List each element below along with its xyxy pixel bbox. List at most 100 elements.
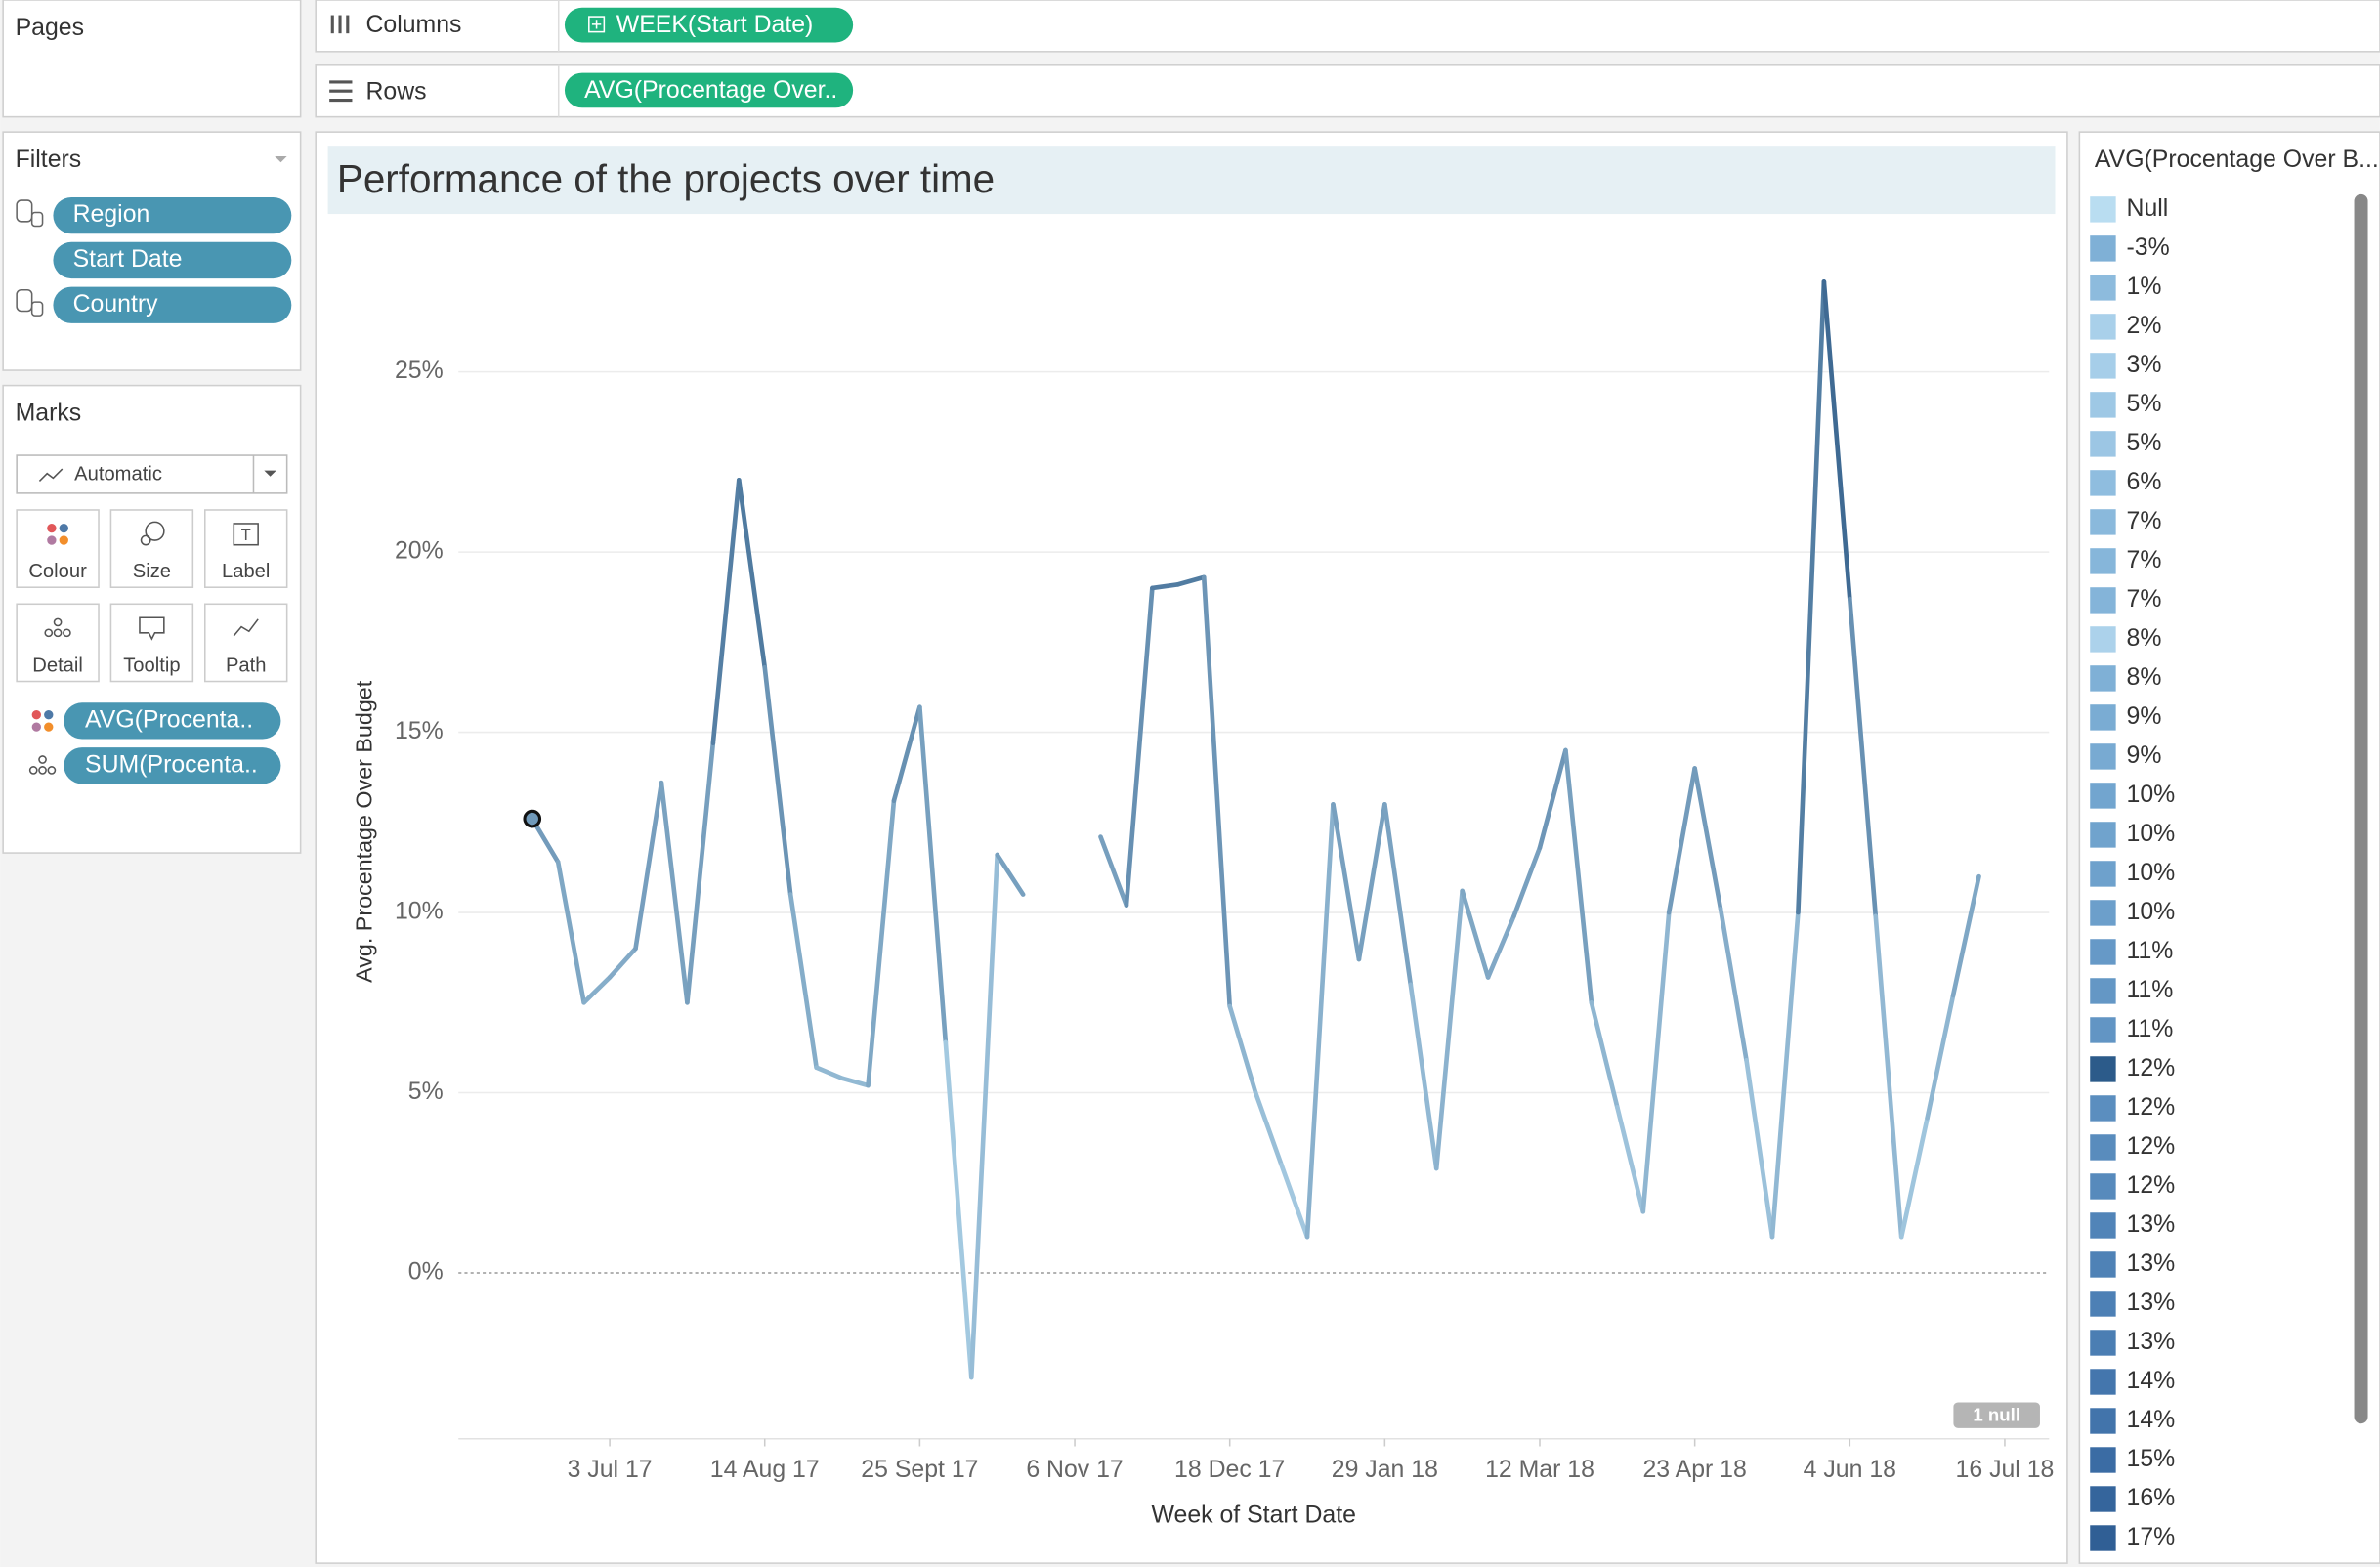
y-tick-label: 25% (395, 358, 444, 384)
marks-button[interactable] (203, 603, 288, 683)
filters-title: Filters (16, 147, 82, 173)
line-segment (943, 1039, 974, 1380)
filters-menu[interactable] (275, 156, 287, 163)
pages-panel[interactable] (2, 0, 302, 118)
legend-swatch[interactable] (2090, 509, 2116, 535)
marks-field-pill[interactable] (64, 702, 281, 740)
selected-point[interactable] (523, 809, 542, 828)
columns-label: Columns (365, 12, 461, 38)
line-segment (1640, 910, 1672, 1214)
legend-label: 5% (2127, 430, 2162, 456)
legend-swatch[interactable] (2090, 783, 2116, 809)
filter-pill[interactable] (53, 241, 292, 279)
line-icon (38, 468, 64, 483)
legend-swatch[interactable] (2090, 1408, 2116, 1434)
line-segment (1873, 913, 1904, 1240)
legend-swatch[interactable] (2090, 1173, 2116, 1200)
line-segment (1925, 993, 1956, 1121)
legend-swatch[interactable] (2090, 470, 2116, 496)
legend-swatch[interactable] (2090, 1212, 2116, 1239)
legend-swatch[interactable] (2090, 861, 2116, 887)
legend-swatch[interactable] (2090, 743, 2116, 770)
columns-pill[interactable] (564, 7, 854, 43)
legend-swatch[interactable] (2090, 392, 2116, 418)
legend-swatch[interactable] (2090, 1369, 2116, 1395)
dropdown-arrow[interactable] (264, 470, 276, 477)
marks-button[interactable] (109, 509, 194, 588)
legend-label: 17% (2127, 1524, 2176, 1550)
x-tick-label: 23 Apr 18 (1642, 1457, 1746, 1483)
null-indicator[interactable] (1953, 1402, 2040, 1428)
chart-title: Performance of the projects over time (337, 156, 995, 201)
legend-label: 13% (2127, 1290, 2176, 1316)
legend-label: 3% (2127, 352, 2162, 378)
marks-field-pill[interactable] (64, 747, 281, 784)
icon (53, 617, 63, 627)
line-segment (1847, 596, 1879, 919)
legend-swatch[interactable] (2090, 1330, 2116, 1356)
legend-title: AVG(Procentage Over B... (2095, 147, 2379, 173)
line-segment (1408, 982, 1439, 1171)
line-segment (1175, 574, 1207, 587)
legend-swatch[interactable] (2090, 626, 2116, 653)
line-segment (1769, 910, 1801, 1240)
legend-swatch[interactable] (2090, 353, 2116, 379)
legend-swatch[interactable] (2090, 665, 2116, 692)
legend-swatch[interactable] (2090, 431, 2116, 457)
legend-swatch[interactable] (2090, 704, 2116, 731)
legend-swatch[interactable] (2090, 1251, 2116, 1278)
legend-swatch[interactable] (2090, 275, 2116, 301)
legend-label: 13% (2127, 1329, 2176, 1355)
legend-swatch[interactable] (2090, 314, 2116, 340)
line-segment (1692, 766, 1723, 911)
line-segment (736, 477, 768, 670)
marks-button[interactable] (16, 509, 100, 588)
legend-swatch[interactable] (2090, 900, 2116, 926)
legend-label: 12% (2127, 1172, 2176, 1199)
columns-pill-text: WEEK(Start Date) (616, 12, 814, 38)
filter-pill[interactable] (53, 196, 292, 234)
legend-swatch[interactable] (2090, 1525, 2116, 1551)
icon (145, 521, 165, 541)
icon (53, 628, 63, 638)
line-segment (917, 704, 949, 1045)
line-segment (787, 892, 819, 1071)
marks-button[interactable] (16, 603, 100, 683)
legend-swatch[interactable] (2090, 1056, 2116, 1082)
legend-swatch[interactable] (2090, 1095, 2116, 1122)
legend-swatch[interactable] (2090, 822, 2116, 848)
line-segment (1279, 1162, 1310, 1240)
legend-swatch[interactable] (2090, 939, 2116, 965)
filter-pill[interactable] (53, 286, 292, 323)
rows-pill[interactable] (564, 72, 854, 108)
line-segment (995, 852, 1026, 897)
mark-type-dropdown[interactable] (16, 454, 288, 494)
legend-label: 6% (2127, 469, 2162, 495)
legend-swatch[interactable] (2090, 1017, 2116, 1043)
legend-swatch[interactable] (2090, 1291, 2116, 1317)
icon (28, 766, 38, 775)
legend-swatch[interactable] (2090, 978, 2116, 1004)
line-segment (1537, 747, 1568, 850)
legend-swatch[interactable] (2090, 548, 2116, 574)
line-segment (1485, 913, 1516, 980)
columns-icon (330, 15, 350, 34)
icon (31, 722, 41, 732)
marks-field-text: SUM(Procenta.. (85, 751, 258, 778)
legend-swatch[interactable] (2090, 1447, 2116, 1473)
icon (241, 529, 251, 541)
legend-swatch[interactable] (2090, 196, 2116, 223)
legend-swatch[interactable] (2090, 1134, 2116, 1161)
legend-swatch[interactable] (2090, 1486, 2116, 1512)
icon (47, 523, 57, 533)
line-segment (1821, 279, 1852, 602)
icon (31, 710, 41, 720)
db-icon (16, 199, 44, 228)
legend-swatch[interactable] (2090, 587, 2116, 614)
legend-label: -3% (2127, 234, 2170, 261)
legend-swatch[interactable] (2090, 235, 2116, 262)
rows-pill-text: AVG(Procentage Over.. (584, 77, 837, 104)
icon (63, 628, 71, 638)
scrollbar[interactable] (2354, 193, 2368, 1424)
x-tick-label: 4 Jun 18 (1804, 1457, 1896, 1483)
